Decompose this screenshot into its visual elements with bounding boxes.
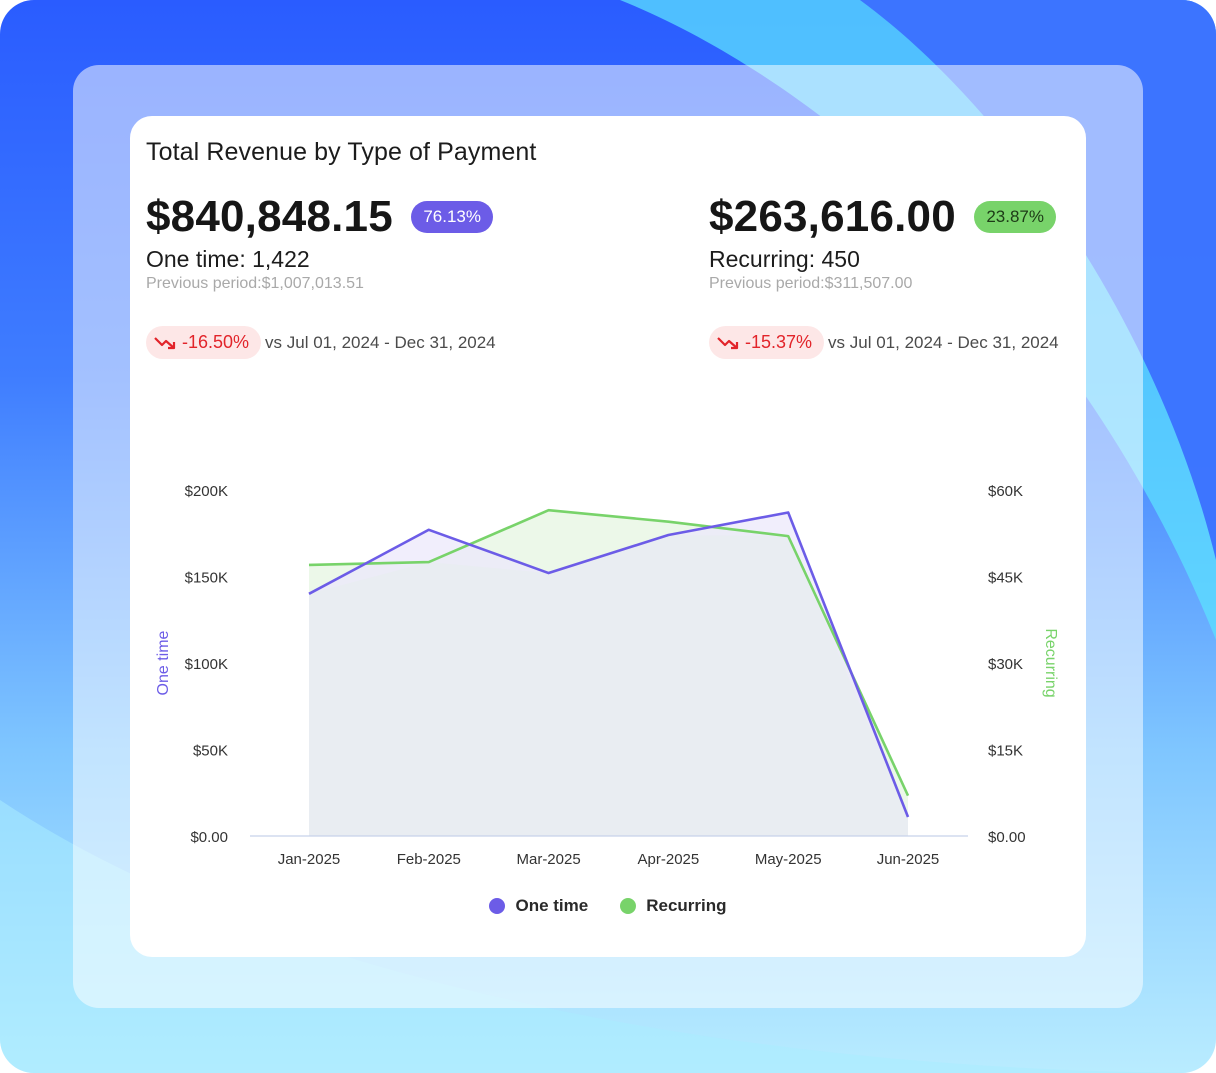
left-axis-tick: $0.00 [190, 829, 228, 846]
left-axis-tick: $150K [185, 570, 228, 587]
legend-item-recurring[interactable]: Recurring [620, 896, 727, 916]
recurring-previous-period: Previous period:$311,507.00 [709, 275, 913, 292]
right-axis-tick: $30K [988, 656, 1023, 673]
one-time-change-value: -16.50% [182, 332, 250, 352]
trending-down-icon [717, 336, 739, 349]
right-axis-tick: $60K [988, 483, 1023, 500]
legend-item-one-time[interactable]: One time [489, 896, 588, 916]
x-axis-tick: Jun-2025 [877, 851, 940, 868]
one-time-line [308, 511, 910, 818]
legend-marker-recurring [620, 898, 637, 914]
overlap-area [309, 534, 908, 836]
right-axis-tick: $0.00 [988, 829, 1026, 846]
one-time-share-badge: 76.13% [411, 201, 494, 233]
x-axis-tick: May-2025 [755, 851, 822, 868]
recurring-stat: $263,616.00 23.87% Recurring: 450 Previo… [709, 192, 1057, 293]
recurring-line [308, 508, 910, 797]
recurring-change-badge: -15.37% [709, 326, 825, 359]
one-time-change-badge: -16.50% [146, 326, 262, 359]
left-axis-title: One time [155, 630, 172, 695]
right-axis-tick: $45K [988, 570, 1023, 587]
chart-legend: One time Recurring [130, 896, 1086, 916]
recurring-share-badge: 23.87% [974, 201, 1057, 233]
left-axis-tick: $200K [185, 483, 228, 500]
right-axis-tick: $15K [988, 743, 1023, 760]
legend-label-one-time: One time [515, 896, 589, 915]
one-time-change-row: -16.50% vs Jul 01, 2024 - Dec 31, 2024 [146, 326, 496, 359]
recurring-count: Recurring: 450 [709, 246, 860, 272]
revenue-card: Total Revenue by Type of Payment $840,84… [130, 116, 1086, 957]
trending-down-icon [154, 336, 176, 349]
recurring-comparison-period: vs Jul 01, 2024 - Dec 31, 2024 [828, 332, 1059, 352]
legend-label-recurring: Recurring [646, 896, 727, 915]
one-time-stat: $840,848.15 76.13% One time: 1,422 Previ… [146, 192, 494, 293]
recurring-amount: $263,616.00 [709, 192, 956, 241]
one-time-amount: $840,848.15 [146, 192, 393, 241]
recurring-change-row: -15.37% vs Jul 01, 2024 - Dec 31, 2024 [709, 326, 1059, 359]
one-time-comparison-period: vs Jul 01, 2024 - Dec 31, 2024 [265, 332, 496, 352]
recurring-change-value: -15.37% [745, 332, 813, 352]
one-time-count: One time: 1,422 [146, 246, 310, 272]
x-axis-tick: Mar-2025 [516, 851, 580, 868]
left-axis-tick: $100K [185, 656, 228, 673]
left-axis-tick: $50K [193, 743, 228, 760]
revenue-line-chart: $0.00 $50K $100K $150K $200K $0.00 $15K $30K $45… [155, 483, 1059, 868]
right-axis-title: Recurring [1042, 628, 1059, 697]
legend-marker-one-time [489, 898, 506, 914]
x-axis-tick: Apr-2025 [638, 851, 700, 868]
x-axis-tick: Feb-2025 [397, 851, 461, 868]
one-time-previous-period: Previous period:$1,007,013.51 [146, 275, 364, 292]
x-axis-tick: Jan-2025 [278, 851, 341, 868]
card-title: Total Revenue by Type of Payment [146, 138, 537, 166]
